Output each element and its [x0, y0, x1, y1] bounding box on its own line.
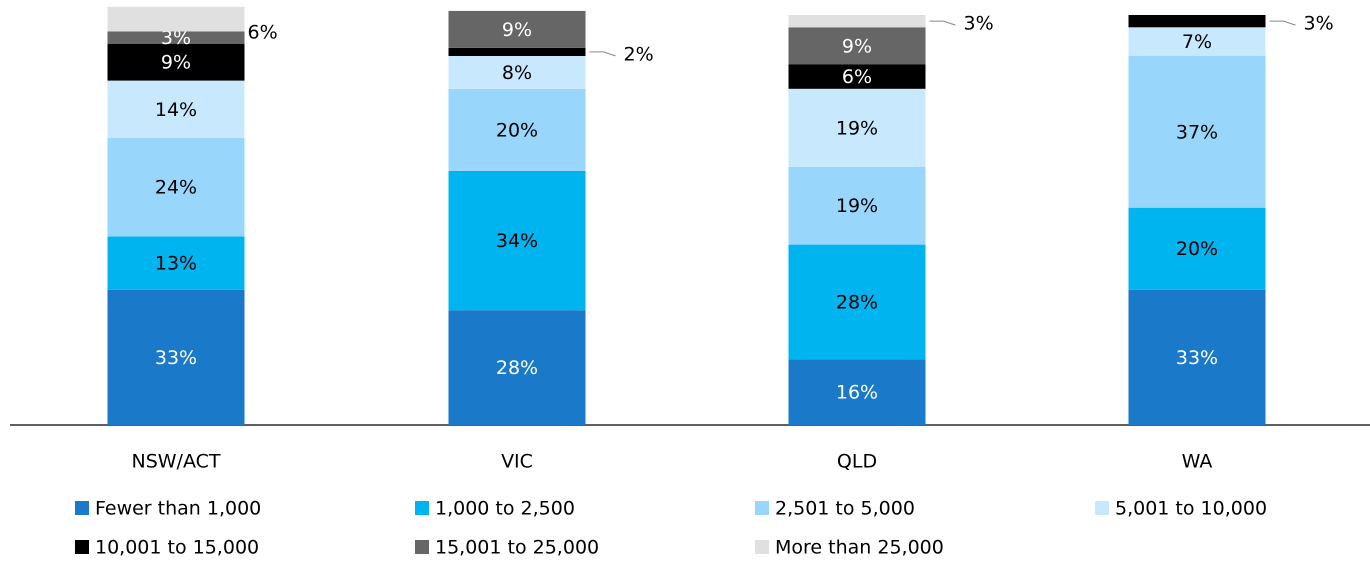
data-label: 28%: [496, 357, 538, 379]
legend-label: Fewer than 1,000: [95, 498, 261, 520]
bar-segment: [448, 88, 586, 171]
legend-label: 15,001 to 25,000: [435, 537, 599, 559]
bar-segment: [448, 170, 586, 311]
data-label: 19%: [836, 117, 878, 139]
bar-segment: [788, 244, 926, 360]
bar-segment: [448, 10, 586, 48]
legend-swatch: [755, 540, 769, 554]
legend-label: 2,501 to 5,000: [775, 498, 915, 520]
data-label: 7%: [1182, 31, 1212, 53]
legend-swatch: [415, 501, 429, 515]
data-label: 33%: [155, 347, 197, 369]
data-label: 28%: [836, 292, 878, 314]
bar-segment: [107, 138, 245, 237]
legend-label: 10,001 to 15,000: [95, 537, 259, 559]
legend-swatch: [1095, 501, 1109, 515]
data-label: 20%: [1176, 238, 1218, 260]
legend-label: 1,000 to 2,500: [435, 498, 575, 520]
bar-segment: [107, 31, 245, 44]
x-tick-label: WA: [1182, 451, 1213, 473]
bar-segment: [1128, 15, 1266, 28]
bar-segment: [107, 236, 245, 290]
bar-segment: [107, 80, 245, 138]
bar-segment: [107, 289, 245, 425]
legend-label: More than 25,000: [775, 537, 944, 559]
bar-segment: [788, 27, 926, 65]
bar-segment: [1128, 207, 1266, 290]
data-label: 13%: [155, 253, 197, 275]
x-tick-label: VIC: [501, 451, 533, 473]
bar-segment: [107, 6, 245, 32]
bar-segment: [788, 166, 926, 245]
data-label: 6%: [248, 22, 278, 44]
x-tick-label: NSW/ACT: [132, 451, 221, 473]
data-label: 2%: [624, 43, 654, 65]
bar-segment: [1128, 289, 1266, 425]
leader-line: [929, 20, 956, 26]
bar-segment: [107, 43, 245, 81]
bar-segment: [788, 88, 926, 167]
data-label: 33%: [1176, 347, 1218, 369]
data-label: 3%: [1304, 13, 1334, 35]
data-label: 37%: [1176, 121, 1218, 143]
legend-label: 5,001 to 10,000: [1115, 498, 1267, 520]
legend-swatch: [75, 501, 89, 515]
legend-swatch: [75, 540, 89, 554]
bar-segment: [788, 359, 926, 425]
data-label: 24%: [155, 177, 197, 199]
data-label: 9%: [161, 52, 191, 74]
data-label: 8%: [502, 62, 532, 84]
bar-segment: [1128, 27, 1266, 56]
x-tick-label: QLD: [837, 451, 877, 473]
data-label: 34%: [496, 230, 538, 252]
leader-line: [1269, 20, 1296, 26]
data-label: 14%: [155, 99, 197, 121]
bar-segment: [788, 15, 926, 28]
data-label: 3%: [161, 27, 191, 49]
bar-segment: [788, 64, 926, 89]
data-label: 9%: [842, 35, 872, 57]
leader-line: [589, 51, 616, 57]
data-label: 20%: [496, 119, 538, 141]
legend-swatch: [415, 540, 429, 554]
bar-segment: [448, 56, 586, 89]
data-label: 9%: [502, 19, 532, 41]
bar-segment: [448, 47, 586, 56]
data-label: 3%: [964, 13, 994, 35]
bar-segment: [448, 310, 586, 425]
data-label: 19%: [836, 195, 878, 217]
data-label: 6%: [842, 66, 872, 88]
data-label: 16%: [836, 382, 878, 404]
bar-segment: [1128, 56, 1266, 208]
legend-swatch: [755, 501, 769, 515]
